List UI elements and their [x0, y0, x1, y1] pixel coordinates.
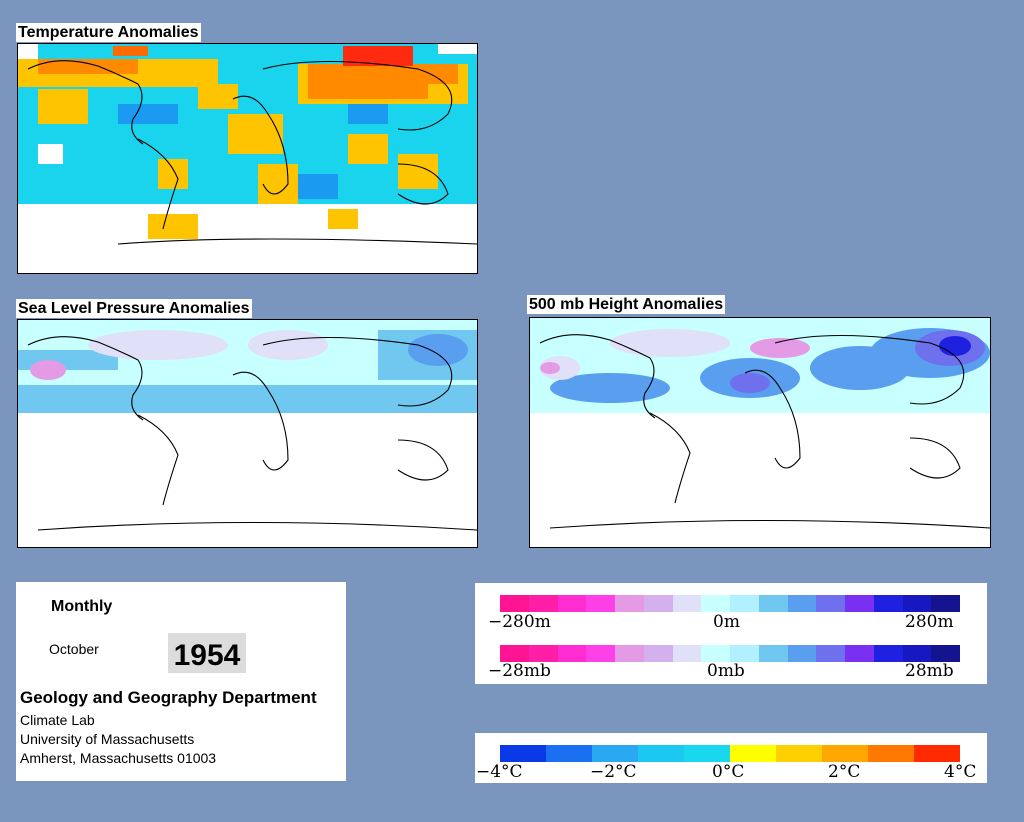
slp-positive-contours	[30, 360, 66, 380]
height-swatch-15	[931, 595, 960, 612]
pressure-swatch-8	[730, 645, 759, 662]
temperature-label-4: 4°C	[944, 762, 977, 782]
pressure-swatch-4	[615, 645, 644, 662]
pressure-swatch-9	[758, 645, 788, 662]
temperature-map-title: Temperature Anomalies	[16, 23, 201, 42]
info-line-2: University of Massachusetts	[20, 731, 195, 747]
height-swatch-14	[902, 595, 932, 612]
slp-map-title: Sea Level Pressure Anomalies	[16, 299, 252, 318]
pressure-swatch-12	[845, 645, 874, 662]
height-swatch-2	[557, 595, 587, 612]
month-label: October	[49, 641, 99, 657]
temperature-antarctic-warm	[148, 209, 358, 239]
height-swatch-13	[873, 595, 903, 612]
temperature-strong-warm	[38, 59, 458, 99]
temperature-swatch-1	[546, 745, 592, 762]
temperature-swatch-3	[638, 745, 684, 762]
temperature-swatch-2	[592, 745, 638, 762]
height-swatch-8	[730, 595, 759, 612]
pressure-swatch-1	[528, 645, 558, 662]
temperature-coastlines	[27, 60, 477, 245]
height-swatch-10	[787, 595, 817, 612]
temperature-swatch-0	[500, 745, 546, 762]
info-panel: Monthly October Geology and Geography De…	[16, 582, 346, 781]
height-label-mid: 0m	[713, 612, 740, 632]
height-swatch-1	[528, 595, 558, 612]
pressure-swatch-0	[500, 645, 529, 662]
temperature-hot-spot-2	[113, 46, 148, 56]
height-label-max: 280m	[905, 612, 954, 632]
department-label: Geology and Geography Department	[20, 688, 317, 707]
height500-coastlines	[539, 334, 990, 529]
height500-map-title: 500 mb Height Anomalies	[527, 295, 726, 314]
height-swatch-3	[586, 595, 615, 612]
pressure-swatch-7	[701, 645, 730, 662]
height-swatch-12	[845, 595, 874, 612]
year-display: 1954	[168, 633, 246, 673]
pressure-swatch-15	[931, 645, 960, 662]
temperature-anomaly-map	[17, 43, 478, 274]
temperature-swatch-4	[684, 745, 730, 762]
temperature-swatch-6	[776, 745, 822, 762]
temperature-label-0: −4°C	[476, 762, 523, 782]
pressure-label-mid: 0mb	[707, 661, 745, 681]
height-swatch-9	[758, 595, 788, 612]
temperature-hot-spot	[343, 46, 413, 66]
height500-anomaly-map	[529, 317, 991, 548]
pressure-swatch-14	[902, 645, 932, 662]
pressure-colorbar	[500, 645, 960, 662]
height-swatch-11	[816, 595, 845, 612]
info-line-1: Climate Lab	[20, 712, 95, 728]
pressure-swatch-2	[557, 645, 587, 662]
pressure-label-max: 28mb	[905, 661, 954, 681]
temperature-label-1: −2°C	[590, 762, 637, 782]
pressure-label-min: −28mb	[488, 661, 551, 681]
height-swatch-0	[500, 595, 529, 612]
height500-deep-low	[939, 336, 971, 356]
height-swatch-6	[672, 595, 702, 612]
temperature-swatch-8	[868, 745, 914, 762]
pressure-swatch-6	[672, 645, 702, 662]
period-label: Monthly	[51, 598, 113, 615]
slp-coastlines	[27, 336, 477, 531]
temperature-swatch-9	[914, 745, 960, 762]
temperature-label-2: 0°C	[712, 762, 745, 782]
height500-positive-contours	[540, 338, 810, 374]
slp-anomaly-map	[17, 319, 478, 548]
year-label: 1954	[173, 639, 241, 672]
pressure-swatch-5	[643, 645, 673, 662]
height-swatch-7	[701, 595, 730, 612]
height-swatch-4	[615, 595, 644, 612]
pressure-swatch-3	[586, 645, 615, 662]
temperature-no-data	[18, 44, 477, 273]
height-swatch-5	[643, 595, 673, 612]
pressure-swatch-11	[816, 645, 845, 662]
info-line-3: Amherst, Massachusetts 01003	[20, 750, 217, 766]
temperature-colorbar	[500, 745, 960, 762]
pressure-swatch-10	[787, 645, 817, 662]
temperature-label-3: 2°C	[828, 762, 861, 782]
pressure-swatch-13	[873, 645, 903, 662]
temperature-swatch-5	[730, 745, 776, 762]
slp-low-contours	[408, 334, 468, 366]
temperature-swatch-7	[822, 745, 868, 762]
height-label-min: −280m	[488, 612, 551, 632]
height-colorbar	[500, 595, 960, 612]
